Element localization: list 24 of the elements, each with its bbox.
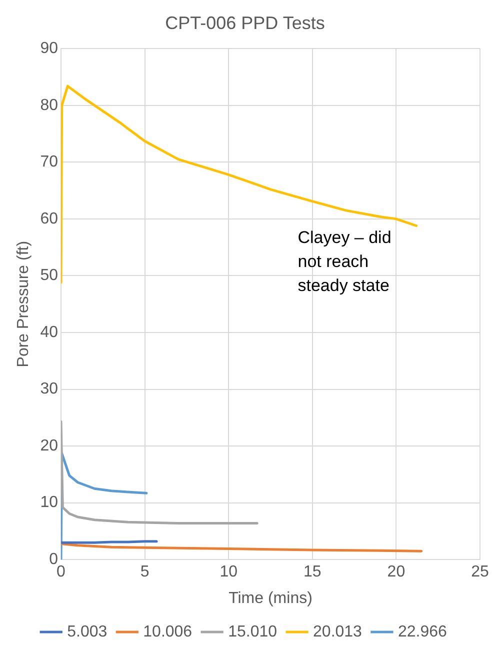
legend-label: 10.006 [143,623,192,640]
chart-title: CPT-006 PPD Tests [165,12,325,33]
y-tick-label: 80 [40,96,58,114]
y-tick-label: 40 [40,324,58,341]
y-tick-label: 70 [40,154,58,171]
y-tick-label: 10 [40,494,58,512]
x-tick-label: 10 [220,564,238,581]
y-tick-label: 50 [40,267,58,284]
y-tick-label: 20 [40,437,58,454]
annotation: Clayey – did not reach steady state [298,228,392,296]
y-tick-label: 90 [40,40,58,58]
legend-label: 20.013 [313,623,362,640]
y-tick-label: 60 [40,210,58,228]
legend-label: 15.010 [228,623,278,640]
y-tick-label: 30 [40,380,58,398]
y-axis-title: Pore Pressure (ft) [15,240,32,368]
legend-label: 22.966 [398,623,447,640]
y-tick-label: 0 [49,551,58,568]
x-tick-label: 20 [387,564,406,581]
x-tick-label: 15 [304,564,322,581]
legend-label: 5.003 [67,623,108,640]
x-tick-label: 25 [471,564,489,581]
x-tick-label: 5 [140,564,150,581]
x-axis-title: Time (mins) [228,590,312,607]
